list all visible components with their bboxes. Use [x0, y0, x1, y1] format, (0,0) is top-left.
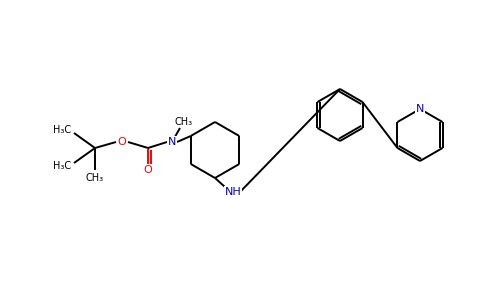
Text: H₃C: H₃C [53, 125, 71, 135]
Text: N: N [168, 137, 176, 147]
Text: H₃C: H₃C [53, 161, 71, 171]
Text: O: O [144, 165, 152, 175]
Text: N: N [416, 104, 424, 114]
Text: CH₃: CH₃ [86, 173, 104, 183]
Text: NH: NH [225, 187, 242, 197]
Text: O: O [118, 137, 126, 147]
Text: CH₃: CH₃ [175, 117, 193, 127]
